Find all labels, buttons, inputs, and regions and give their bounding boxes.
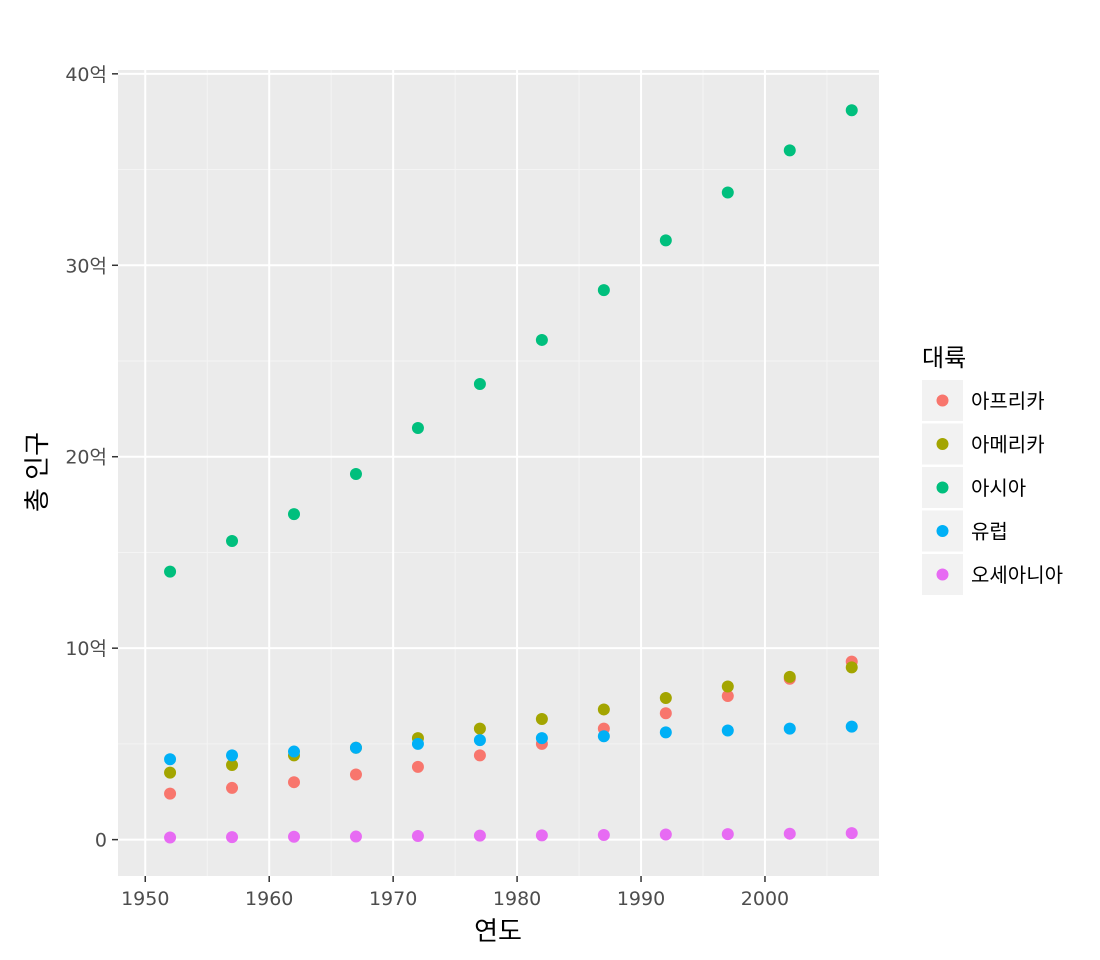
data-point xyxy=(349,768,362,781)
plot-panel xyxy=(118,70,879,876)
data-point xyxy=(226,781,239,794)
x-tick-label: 1970 xyxy=(369,888,417,910)
data-point xyxy=(845,104,858,117)
data-point xyxy=(164,565,177,578)
data-point xyxy=(597,829,610,842)
data-point xyxy=(783,144,796,157)
y-axis: 0 10억 20억 30억 40억 xyxy=(65,64,118,852)
data-point xyxy=(659,707,672,720)
data-point xyxy=(411,760,424,773)
y-tick-label: 20억 xyxy=(65,447,107,469)
data-point xyxy=(287,830,300,843)
x-tick-label: 1990 xyxy=(617,888,665,910)
data-point xyxy=(721,828,734,841)
data-point xyxy=(721,186,734,199)
data-point xyxy=(411,829,424,842)
data-point xyxy=(226,534,239,547)
data-point xyxy=(287,745,300,758)
y-axis-title: 총 인구 xyxy=(23,432,53,512)
data-point xyxy=(164,766,177,779)
data-point xyxy=(721,690,734,703)
data-point xyxy=(783,827,796,840)
data-point xyxy=(473,829,486,842)
data-point xyxy=(473,749,486,762)
data-point xyxy=(349,467,362,480)
data-point xyxy=(845,661,858,674)
data-point xyxy=(349,741,362,754)
legend-marker xyxy=(936,481,949,494)
x-tick-label: 2000 xyxy=(741,888,789,910)
x-axis: 1950 1960 1970 1980 1990 2000 xyxy=(121,876,789,910)
data-point xyxy=(659,828,672,841)
data-point xyxy=(473,722,486,735)
data-point xyxy=(411,422,424,435)
data-point xyxy=(473,377,486,390)
data-point xyxy=(783,670,796,683)
x-tick-label: 1980 xyxy=(493,888,541,910)
data-point xyxy=(845,720,858,733)
data-point xyxy=(845,827,858,840)
data-point xyxy=(226,758,239,771)
data-point xyxy=(164,831,177,844)
major-gridlines xyxy=(118,70,879,876)
data-point xyxy=(721,680,734,693)
y-tick-label: 0 xyxy=(95,830,107,852)
x-tick-label: 1950 xyxy=(121,888,169,910)
y-tick-label: 30억 xyxy=(65,255,107,277)
data-point xyxy=(597,730,610,743)
data-point xyxy=(535,829,548,842)
data-point xyxy=(659,234,672,247)
data-point xyxy=(287,776,300,789)
data-points xyxy=(164,104,858,844)
data-point xyxy=(597,703,610,716)
legend-label: 아프리카 xyxy=(971,389,1045,413)
y-tick-label: 40억 xyxy=(65,64,107,86)
legend-marker xyxy=(936,568,949,581)
data-point xyxy=(226,831,239,844)
legend-marker xyxy=(936,438,949,450)
data-point xyxy=(597,284,610,297)
minor-gridlines xyxy=(118,70,879,876)
data-point xyxy=(659,691,672,704)
legend-marker xyxy=(936,525,949,537)
data-point xyxy=(411,737,424,750)
data-point xyxy=(226,749,239,762)
data-point xyxy=(349,830,362,843)
legend-marker xyxy=(936,394,949,407)
data-point xyxy=(164,753,177,766)
legend-label: 아메리카 xyxy=(971,433,1045,457)
data-point xyxy=(659,726,672,739)
data-point xyxy=(473,734,486,747)
y-tick-label: 10억 xyxy=(65,638,107,660)
data-point xyxy=(164,787,177,800)
x-tick-label: 1960 xyxy=(245,888,293,910)
legend-label: 오세아니아 xyxy=(971,563,1063,587)
legend-label: 아시아 xyxy=(971,476,1026,500)
legend-label: 유럽 xyxy=(971,520,1008,544)
data-point xyxy=(783,722,796,735)
legend-title: 대륙 xyxy=(922,344,966,372)
data-point xyxy=(287,508,300,521)
data-point xyxy=(535,333,548,346)
data-point xyxy=(535,732,548,745)
data-point xyxy=(535,713,548,726)
data-point xyxy=(721,724,734,737)
x-axis-title: 연도 xyxy=(474,917,522,947)
